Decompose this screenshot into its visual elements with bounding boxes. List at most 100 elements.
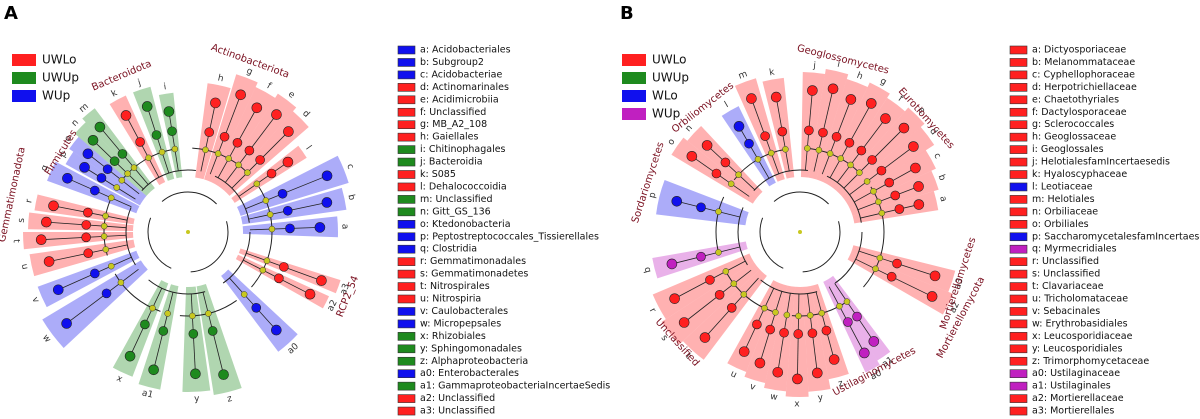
ring-label: a2	[326, 298, 340, 313]
taxon-swatch	[1009, 319, 1028, 329]
ring-label: l	[723, 100, 730, 110]
taxon-swatch	[1009, 394, 1028, 403]
node	[140, 319, 150, 330]
ring-label: d	[300, 109, 311, 120]
taxon-swatch	[1009, 369, 1028, 379]
tree-arc	[125, 169, 251, 295]
taxon-swatch	[1009, 356, 1028, 366]
ring-label: k	[769, 67, 777, 78]
node	[818, 309, 825, 317]
node	[910, 162, 921, 174]
legend-swatch	[12, 72, 36, 84]
node	[188, 329, 199, 339]
branch	[857, 186, 919, 211]
taxon-swatch	[397, 394, 416, 403]
node	[321, 197, 333, 208]
ring-label: v	[29, 296, 41, 306]
taxon-swatch	[397, 70, 416, 80]
taxon-swatch	[397, 307, 416, 316]
taxon-label: p: SaccharomycetalesfamIncertaesedis	[1032, 231, 1200, 242]
node	[761, 304, 768, 312]
tree-arc	[737, 169, 863, 295]
taxon-swatch	[1009, 332, 1028, 341]
node	[913, 199, 925, 210]
clade-sector	[785, 286, 809, 397]
node	[671, 195, 683, 207]
taxon-swatch	[1009, 170, 1028, 179]
node	[167, 126, 177, 137]
node	[821, 325, 832, 336]
node	[875, 198, 882, 206]
node	[314, 222, 326, 233]
node	[872, 265, 879, 273]
node	[102, 212, 109, 220]
node	[926, 291, 938, 302]
taxon-label: t: Clavariaceae	[1032, 281, 1104, 292]
ring-label: a3	[953, 277, 966, 291]
node	[856, 145, 867, 156]
node	[727, 180, 735, 188]
node	[158, 326, 169, 336]
taxon-swatch	[1009, 107, 1028, 117]
ring-label: b	[936, 173, 947, 182]
node	[852, 311, 862, 322]
taxon-swatch	[397, 120, 416, 129]
ring-label: u	[729, 369, 738, 380]
node	[868, 336, 880, 347]
ring-label: a2	[948, 300, 962, 314]
node	[863, 178, 871, 185]
taxon-swatch	[1009, 195, 1028, 204]
node	[52, 284, 64, 296]
taxon-swatch	[397, 232, 416, 242]
taxon-swatch	[397, 294, 416, 304]
legend-swatch	[12, 54, 36, 66]
clade-label: Bacteroidota	[90, 58, 153, 93]
taxon-swatch	[1009, 157, 1028, 167]
taxon-swatch	[1009, 58, 1028, 67]
taxon-label: q: Myrmecridiales	[1032, 244, 1117, 255]
branch	[92, 140, 144, 190]
branch	[815, 291, 835, 360]
node	[828, 354, 840, 365]
branch	[84, 167, 136, 200]
taxon-swatch	[1009, 294, 1028, 304]
taxon-swatch	[1009, 207, 1028, 217]
node	[876, 165, 887, 176]
taxon-swatch	[1009, 269, 1028, 279]
ring-label: a	[937, 195, 948, 203]
taxon-label: p: Peptostreptococcales_Tissierellales	[420, 231, 599, 242]
ring-label: a3	[339, 282, 352, 296]
node	[117, 279, 125, 286]
ring-label: v	[748, 382, 757, 393]
node	[836, 302, 843, 310]
node	[244, 145, 255, 156]
panel-letter: A	[4, 3, 18, 24]
ring-label: f	[265, 81, 273, 92]
node	[285, 223, 295, 234]
node	[100, 233, 108, 240]
node	[82, 148, 94, 160]
taxon-swatch	[397, 220, 416, 229]
ring-label: h	[217, 73, 225, 84]
node	[321, 170, 333, 182]
taxon-swatch	[397, 332, 416, 341]
taxon-swatch	[397, 58, 416, 67]
node	[108, 194, 115, 202]
taxon-label: a: Acidobacteriales	[420, 45, 511, 56]
node	[804, 145, 811, 152]
branch	[738, 126, 770, 179]
legend-label: UWLo	[42, 53, 76, 67]
taxon-label: i: Geoglossales	[1032, 144, 1104, 155]
node	[210, 97, 221, 109]
taxon-swatch	[1009, 83, 1028, 92]
node	[669, 293, 680, 304]
node	[711, 168, 722, 179]
taxon-swatch	[397, 45, 416, 55]
taxon-swatch	[1009, 307, 1028, 316]
ring-label: g	[878, 76, 888, 88]
taxon-label: h: Geoglossaceae	[1032, 132, 1116, 143]
ring-label: r	[24, 198, 35, 204]
node	[48, 200, 59, 212]
node	[218, 369, 229, 380]
